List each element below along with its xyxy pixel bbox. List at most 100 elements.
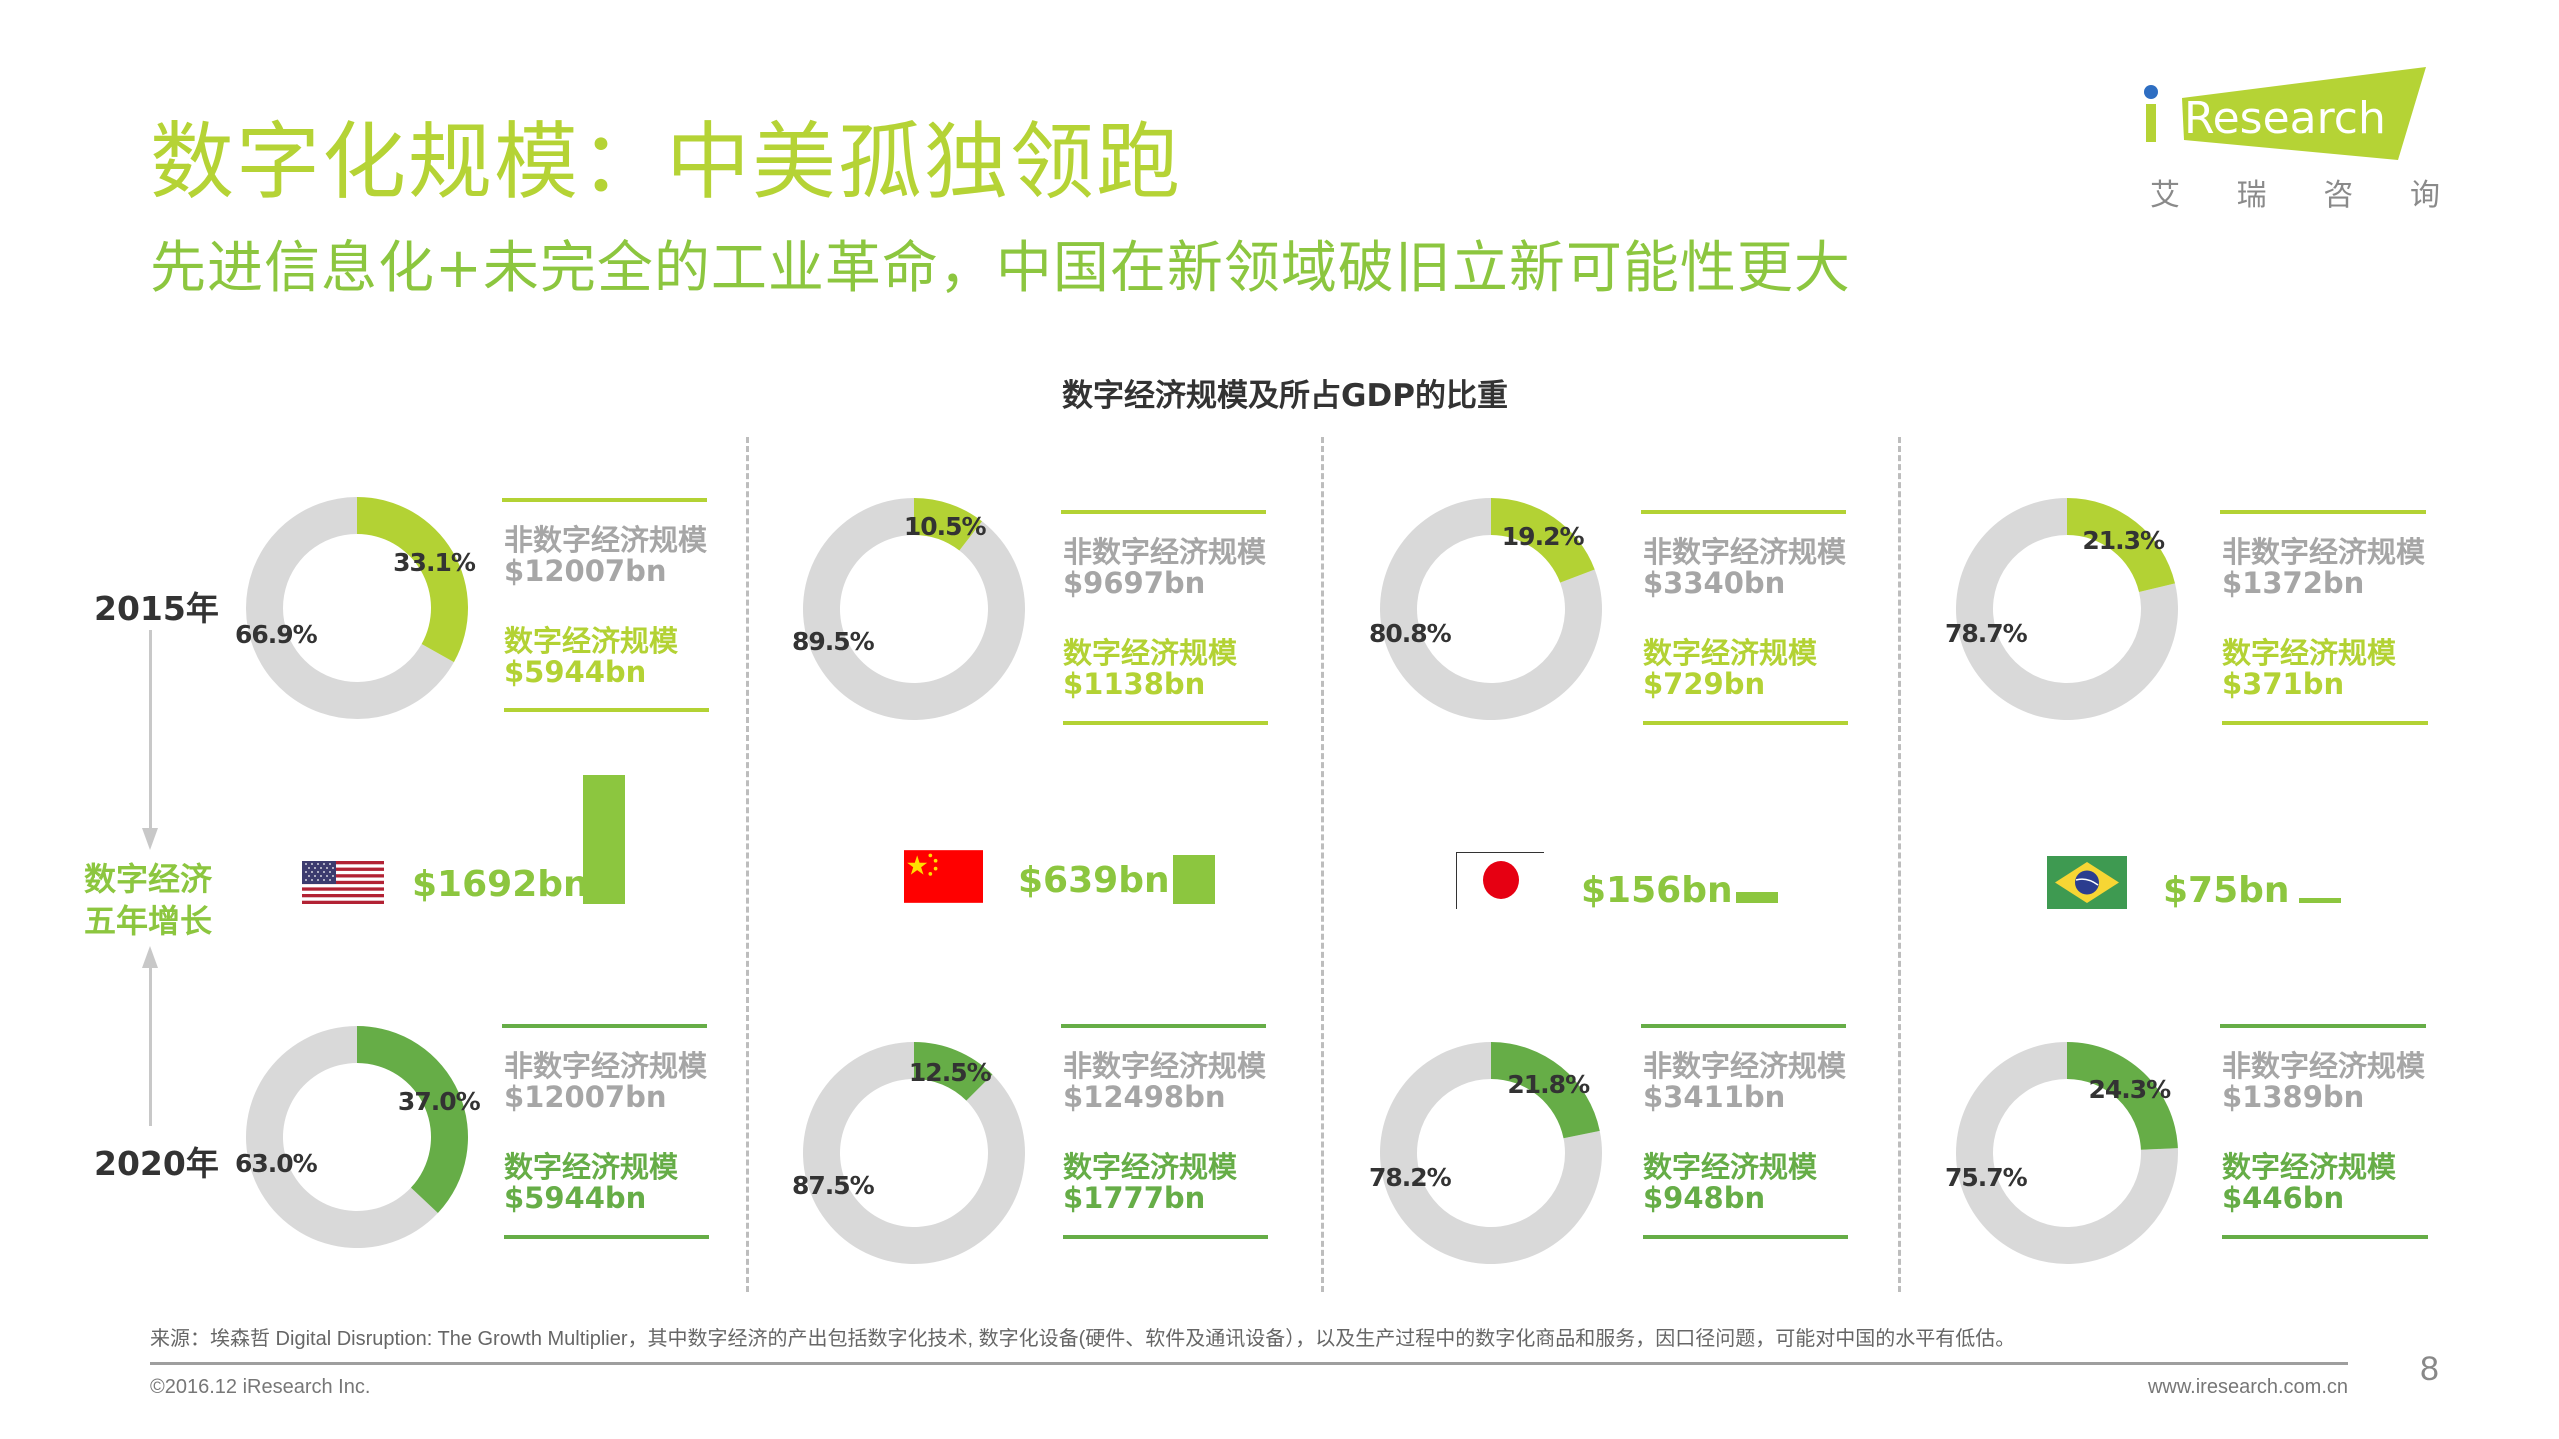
- growth-value-china: $639bn: [1018, 860, 1170, 901]
- growth-value-brazil: $75bn: [2163, 870, 2290, 911]
- iresearch-logo: Research: [2140, 60, 2470, 220]
- digital-value: $446bn: [2222, 1181, 2345, 1215]
- legend-rule-bottom: [2222, 1235, 2428, 1239]
- legend-rule-top: [2220, 510, 2426, 514]
- digital-value: $5944bn: [504, 1181, 647, 1215]
- legend-rule-top: [1641, 1024, 1846, 1028]
- non-digital-label: 非数字经济规模: [2222, 535, 2426, 569]
- digital-value: $1777bn: [1063, 1181, 1206, 1215]
- legend-rule-top: [1061, 1024, 1266, 1028]
- digital-label: 数字经济规模: [2222, 1150, 2397, 1184]
- digital-slice: [914, 1042, 993, 1101]
- non-digital-pct-label: 78.2%: [1369, 1163, 1452, 1192]
- donut-chart-china-y2020: [803, 1042, 1025, 1264]
- digital-label: 数字经济规模: [1063, 636, 1238, 670]
- donut-chart-brazil-y2015: [1956, 498, 2178, 720]
- growth-label: 数字经济 五年增长: [78, 858, 218, 942]
- footer-divider: [150, 1362, 2348, 1365]
- non-digital-slice: [803, 498, 1025, 720]
- donut-chart-japan-y2015: [1380, 498, 1602, 720]
- digital-slice: [2067, 1042, 2178, 1150]
- year-label-2015: 2015年: [94, 589, 219, 628]
- chart-title: 数字经济规模及所占GDP的比重: [1062, 378, 1508, 414]
- digital-label: 数字经济规模: [2222, 636, 2397, 670]
- non-digital-pct-label: 63.0%: [235, 1149, 318, 1178]
- legend-rule-top: [1641, 510, 1846, 514]
- digital-slice: [2067, 498, 2176, 592]
- digital-slice: [357, 497, 468, 663]
- non-digital-value: $12007bn: [504, 554, 667, 588]
- legend-rule-top: [502, 498, 707, 502]
- non-digital-slice: [246, 1026, 438, 1248]
- digital-label: 数字经济规模: [504, 1150, 679, 1184]
- growth-label-line2: 五年增长: [83, 902, 212, 940]
- legend-rule-bottom: [1643, 721, 1848, 725]
- digital-label: 数字经济规模: [504, 624, 679, 658]
- japan-flag-icon: [1456, 852, 1544, 909]
- digital-pct-label: 10.5%: [903, 511, 987, 541]
- non-digital-pct-label: 87.5%: [792, 1171, 875, 1200]
- timeline-line-bottom: [149, 966, 152, 1126]
- non-digital-value: $12498bn: [1063, 1080, 1226, 1114]
- legend-rule-bottom: [1643, 1235, 1848, 1239]
- digital-slice: [914, 498, 983, 551]
- digital-value: $729bn: [1643, 667, 1766, 701]
- non-digital-label: 非数字经济规模: [504, 1049, 708, 1083]
- digital-value: $371bn: [2222, 667, 2345, 701]
- donut-chart-usa-y2020: [246, 1026, 468, 1248]
- digital-pct-label: 37.0%: [397, 1086, 481, 1116]
- non-digital-slice: [1956, 498, 2178, 720]
- non-digital-pct-label: 78.7%: [1945, 619, 2028, 648]
- non-digital-pct-label: 75.7%: [1945, 1163, 2028, 1192]
- logo-chinese-name: 艾 瑞 咨 询: [2150, 170, 2440, 214]
- legend-rule-bottom: [1063, 1235, 1268, 1239]
- non-digital-label: 非数字经济规模: [1643, 1049, 1847, 1083]
- non-digital-label: 非数字经济规模: [504, 523, 708, 557]
- svg-text:Research: Research: [2184, 93, 2386, 144]
- non-digital-value: $3411bn: [1643, 1080, 1786, 1114]
- digital-pct-label: 19.2%: [1501, 522, 1585, 552]
- digital-slice: [357, 1026, 468, 1213]
- digital-value: $1138bn: [1063, 667, 1206, 701]
- non-digital-value: $9697bn: [1063, 566, 1206, 600]
- growth-bar-japan: [1736, 892, 1778, 903]
- timeline-line-top: [149, 630, 152, 835]
- growth-label-line1: 数字经济: [83, 860, 212, 898]
- legend-rule-bottom: [504, 708, 709, 712]
- digital-pct-label: 12.5%: [908, 1057, 992, 1087]
- non-digital-slice: [1380, 1042, 1602, 1264]
- non-digital-slice: [803, 1042, 1025, 1264]
- arrow-up-icon: [142, 946, 158, 968]
- non-digital-value: $1389bn: [2222, 1080, 2365, 1114]
- non-digital-value: $12007bn: [504, 1080, 667, 1114]
- us-flag-icon: [302, 861, 384, 904]
- column-divider: [1321, 437, 1324, 1292]
- non-digital-slice: [246, 497, 454, 719]
- legend-rule-bottom: [2222, 721, 2428, 725]
- page-number: 8: [2420, 1350, 2439, 1388]
- logo-char: 咨: [2323, 178, 2354, 213]
- non-digital-value: $3340bn: [1643, 566, 1786, 600]
- growth-bar-brazil: [2299, 898, 2341, 903]
- growth-bar-china: [1173, 855, 1215, 904]
- growth-value-usa: $1692bn: [412, 864, 589, 905]
- non-digital-pct-label: 89.5%: [792, 627, 875, 656]
- growth-bar-usa: [583, 775, 625, 904]
- china-flag-icon: [904, 850, 983, 903]
- brazil-flag-icon: [2047, 856, 2127, 909]
- website-link[interactable]: www.iresearch.com.cn: [2147, 1376, 2348, 1398]
- non-digital-slice: [1956, 1042, 2178, 1264]
- non-digital-pct-label: 80.8%: [1369, 619, 1452, 648]
- non-digital-label: 非数字经济规模: [1063, 1049, 1267, 1083]
- donut-chart-usa-y2015: [246, 497, 468, 719]
- legend-rule-top: [1061, 510, 1266, 514]
- digital-slice: [1491, 1042, 1600, 1139]
- digital-value: $5944bn: [504, 655, 647, 689]
- logo-char: 瑞: [2236, 178, 2267, 213]
- donut-chart-china-y2015: [803, 498, 1025, 720]
- digital-pct-label: 21.3%: [2082, 525, 2165, 555]
- legend-rule-bottom: [1063, 721, 1268, 725]
- page-subtitle: 先进信息化+未完全的工业革命，中国在新领域破旧立新可能性更大: [150, 236, 1851, 301]
- non-digital-slice: [1380, 498, 1602, 720]
- digital-label: 数字经济规模: [1063, 1150, 1238, 1184]
